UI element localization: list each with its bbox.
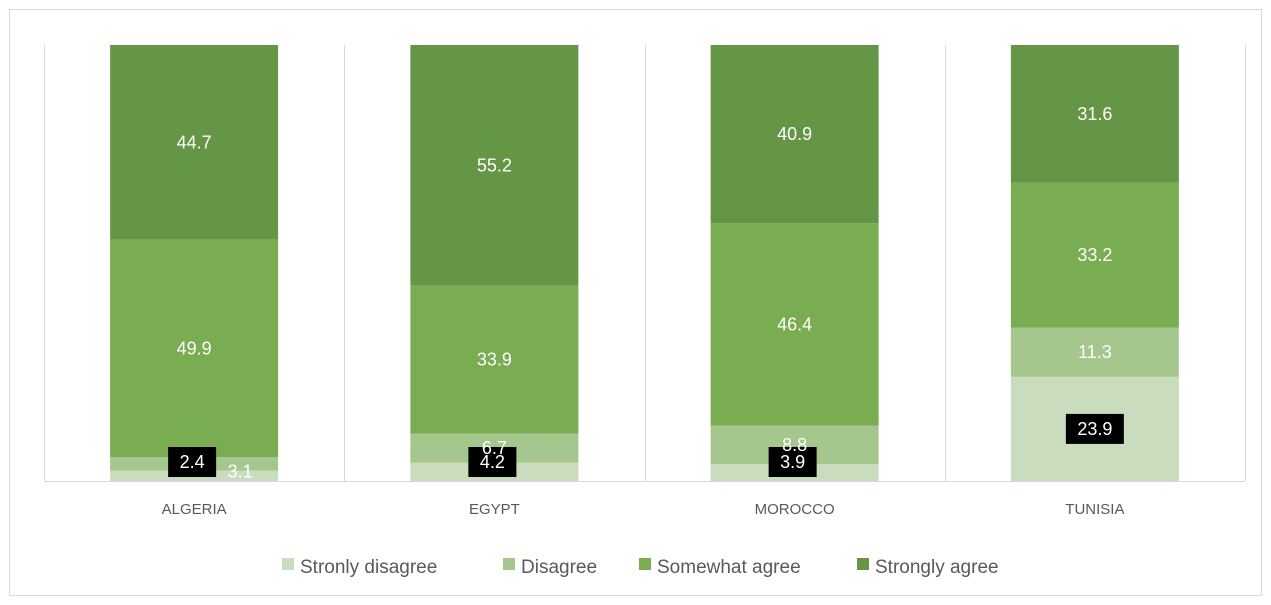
legend-label-stronly-disagree: Stronly disagree [300, 557, 437, 578]
data-label-box [1065, 413, 1124, 444]
data-label-box [768, 447, 817, 477]
bar-algeria-strongly-agree [110, 45, 279, 240]
data-label-morocco-stronly-disagree: 3.9 [780, 452, 805, 472]
data-label-morocco-disagree: 8.8 [782, 435, 807, 455]
x-tick-label-egypt: EGYPT [469, 501, 520, 518]
bar-tunisia-strongly-agree [1010, 45, 1179, 183]
legend-swatch-disagree [503, 558, 515, 570]
legend-label-somewhat-agree: Somewhat agree [657, 557, 801, 578]
data-label-algeria-disagree: 3.1 [228, 462, 253, 482]
data-label-egypt-strongly-agree: 55.2 [477, 155, 512, 175]
bar-egypt-somewhat-agree [410, 285, 579, 434]
data-label-egypt-disagree: 6.7 [482, 438, 507, 458]
chart-frame [9, 9, 1262, 596]
bar-tunisia-somewhat-agree [1010, 182, 1179, 328]
bars [110, 45, 1179, 481]
data-label-algeria-strongly-agree: 44.7 [177, 132, 212, 152]
x-tick-label-algeria: ALGERIA [162, 501, 227, 518]
category-separators [44, 45, 1246, 481]
bar-egypt-strongly-agree [410, 45, 579, 286]
data-label-morocco-strongly-agree: 40.9 [777, 124, 812, 144]
legend: Stronly disagree Disagree Somewhat agree St… [282, 557, 999, 578]
bar-morocco-strongly-agree [710, 45, 879, 224]
legend-swatch-stronly-disagree [282, 558, 294, 570]
legend-swatch-somewhat-agree [639, 558, 651, 570]
legend-swatch-strongly-agree [857, 558, 869, 570]
x-axis-labels: ALGERIA EGYPT MOROCCO TUNISIA [162, 501, 1125, 518]
data-label-egypt-stronly-disagree: 4.2 [480, 452, 505, 472]
legend-label-disagree: Disagree [521, 557, 597, 578]
legend-label-strongly-agree: Strongly agree [875, 557, 999, 578]
data-label-tunisia-stronly-disagree: 23.9 [1077, 419, 1112, 439]
data-label-tunisia-disagree: 11.3 [1078, 342, 1112, 362]
bar-tunisia-disagree [1010, 327, 1179, 377]
bar-morocco-somewhat-agree [710, 223, 879, 426]
data-label-box [468, 447, 517, 477]
x-tick-label-morocco: MOROCCO [755, 501, 835, 518]
bar-algeria-somewhat-agree [110, 239, 279, 458]
data-label-morocco-somewhat-agree: 46.4 [777, 314, 812, 334]
data-label-egypt-somewhat-agree: 33.9 [477, 350, 512, 370]
x-tick-label-tunisia: TUNISIA [1065, 501, 1124, 518]
data-label-box [168, 447, 217, 477]
data-label-tunisia-somewhat-agree: 33.2 [1077, 245, 1112, 265]
data-labels: 2.4 3.1 49.9 44.7 4.26.7 33.9 55.2 3.98.8 46.4 40… [168, 104, 1124, 482]
data-label-algeria-stronly-disagree: 2.4 [180, 452, 205, 472]
data-label-algeria-somewhat-agree: 49.9 [177, 338, 212, 358]
data-label-tunisia-strongly-agree: 31.6 [1077, 104, 1112, 124]
